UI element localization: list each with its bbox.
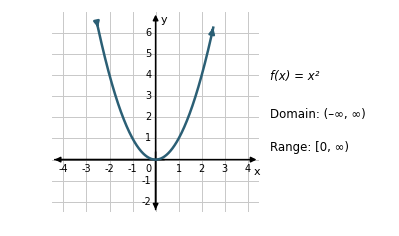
Text: -3: -3 [82, 164, 91, 174]
Text: -1: -1 [142, 176, 152, 186]
Text: x: x [254, 167, 261, 177]
Text: 6: 6 [145, 28, 152, 38]
Text: f(x) = x²: f(x) = x² [270, 70, 320, 83]
Text: -2: -2 [142, 197, 152, 207]
Text: Range: [0, ∞): Range: [0, ∞) [270, 141, 349, 154]
Text: 1: 1 [176, 164, 182, 174]
Text: 2: 2 [199, 164, 205, 174]
Text: 0: 0 [145, 164, 152, 174]
Text: y: y [160, 15, 167, 25]
Text: 3: 3 [145, 91, 152, 101]
Text: 1: 1 [145, 134, 152, 143]
Text: 5: 5 [145, 49, 152, 59]
Text: 3: 3 [222, 164, 228, 174]
Text: 4: 4 [245, 164, 251, 174]
Text: 2: 2 [145, 112, 152, 122]
Text: 4: 4 [145, 70, 152, 80]
Text: -4: -4 [59, 164, 68, 174]
Text: Domain: (–∞, ∞): Domain: (–∞, ∞) [270, 108, 366, 121]
Text: -2: -2 [105, 164, 115, 174]
Text: -1: -1 [128, 164, 137, 174]
Bar [63, 33, 248, 202]
